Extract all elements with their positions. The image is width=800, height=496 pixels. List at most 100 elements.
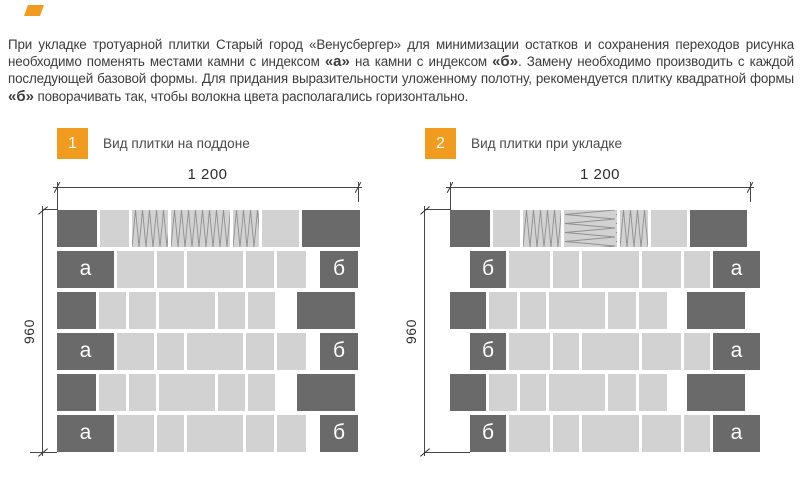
height-dimension-label: 960 (403, 319, 419, 345)
tile-light (246, 251, 274, 288)
hatch-texture (523, 210, 561, 247)
tile-index-label: б (332, 339, 346, 362)
tile-light (642, 415, 681, 452)
tile-index-label: а (730, 339, 743, 362)
tile-light (218, 374, 245, 411)
hatch-texture (233, 210, 259, 247)
tile-light (639, 292, 667, 329)
tile-light (157, 333, 184, 370)
tile-index-б: б (470, 251, 506, 288)
extension-line (424, 452, 470, 453)
tile-dark (57, 210, 97, 247)
tile-gap (309, 333, 317, 370)
tile-index-а: а (713, 251, 760, 288)
tile-light (99, 374, 126, 411)
hatch-texture (171, 210, 230, 247)
tile-index-б: б (320, 251, 358, 288)
tile-light (651, 210, 687, 247)
tile-light (99, 292, 126, 329)
tile-dark (57, 292, 96, 329)
tile-index-label: а (730, 257, 743, 280)
tile-index-label: б (481, 421, 495, 444)
tile-light (509, 415, 550, 452)
tile-dark (450, 292, 486, 329)
tile-light (553, 251, 579, 288)
tile-index-label: а (730, 421, 743, 444)
tile-index-б: б (320, 333, 358, 370)
tile-light (187, 333, 243, 370)
tile-light (129, 374, 156, 411)
tile-gap (278, 374, 294, 411)
tile-index-б: б (470, 333, 506, 370)
intro-paragraph: При укладке тротуарной плитки Старый гор… (8, 36, 794, 105)
tile-index-label: а (79, 257, 92, 280)
tile-light (248, 374, 275, 411)
tile-light (117, 251, 154, 288)
tile-dark (302, 210, 360, 247)
tile-light (582, 251, 639, 288)
tile-light (642, 251, 681, 288)
tile-index-label: б (481, 339, 495, 362)
figure-number-badge: 2 (425, 128, 456, 159)
tile-light (218, 292, 245, 329)
tile-light (509, 251, 550, 288)
tile-index-а: а (57, 415, 114, 452)
tile-light (159, 292, 215, 329)
tile-light (493, 210, 520, 247)
tile-gap (670, 374, 684, 411)
tile-light (157, 415, 184, 452)
tile-light (582, 333, 639, 370)
tile-light (157, 251, 184, 288)
tile-light (684, 251, 710, 288)
tile-index-label: а (79, 339, 92, 362)
tile-light (639, 374, 667, 411)
dimension-tick (420, 206, 430, 215)
intro-text: поворачивать так, чтобы волокна цвета ра… (33, 88, 469, 104)
tile-light (129, 292, 156, 329)
intro-text: на камни с индексом (349, 54, 493, 70)
tile-hatched-vertical (233, 210, 259, 247)
page-corner-logo-mark (23, 5, 45, 16)
intro-text: При укладке тротуарной плитки Старый гор… (8, 37, 794, 70)
tile-light (489, 292, 517, 329)
tile-light (642, 333, 681, 370)
hatch-texture (564, 210, 617, 247)
tile-dark (57, 374, 96, 411)
tile-light (262, 210, 299, 247)
height-dimension-line (42, 206, 43, 456)
tile-light (553, 415, 579, 452)
width-dimension-line (53, 187, 362, 188)
tile-light (549, 374, 605, 411)
tile-light (100, 210, 129, 247)
extension-line (42, 209, 58, 210)
tile-hatched-vertical (132, 210, 168, 247)
tile-index-label: б (481, 257, 495, 280)
tile-index-а: а (57, 333, 114, 370)
tile-dark (297, 374, 355, 411)
tile-index-а: а (713, 415, 760, 452)
figure-caption: Вид плитки при укладке (471, 136, 623, 151)
tile-light (684, 333, 710, 370)
tile-row (450, 374, 750, 411)
width-dimension-label: 1 200 (579, 166, 621, 183)
tile-light (684, 415, 710, 452)
tile-light (248, 292, 275, 329)
tile-light (117, 415, 154, 452)
tile-hatched-vertical (171, 210, 230, 247)
tile-row (57, 210, 360, 247)
tile-light (159, 374, 215, 411)
tile-light (608, 292, 636, 329)
tile-dark (690, 210, 747, 247)
index-letter-emphasis: «б» (492, 53, 519, 71)
tile-light (520, 292, 546, 329)
tile-light (553, 333, 579, 370)
tile-light (277, 333, 306, 370)
index-letter-emphasis: «а» (324, 53, 350, 71)
